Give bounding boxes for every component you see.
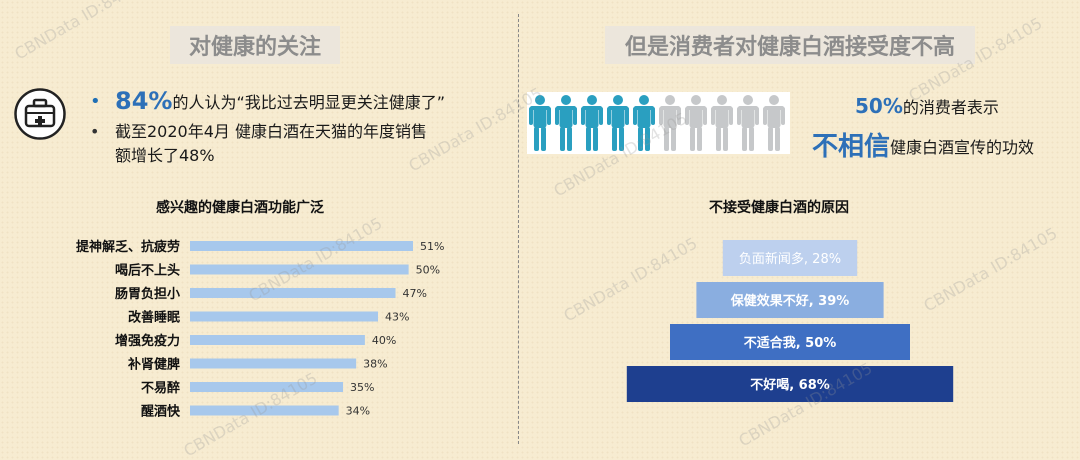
bar-category-label: 喝后不上头 (115, 263, 180, 279)
right-panel-title: 但是消费者对健康白酒接受度不高 (605, 26, 975, 64)
bar-value-label: 35% (350, 381, 374, 394)
callout-text-1: 的消费者表示 (902, 98, 999, 117)
funnel-level (670, 324, 910, 360)
finding-health-attention: • 84%的人认为“我比过去明显更关注健康了” (88, 86, 508, 118)
bar (190, 382, 344, 392)
bar (190, 264, 409, 275)
bar (190, 335, 365, 345)
bar-value-label: 43% (385, 311, 409, 324)
medical-kit-icon (14, 88, 66, 140)
person-icon (659, 95, 681, 151)
person-icon (633, 95, 655, 151)
bar (190, 311, 379, 322)
watermark-text: CBNData ID:84105 (11, 0, 152, 64)
bar-value-label: 34% (346, 405, 370, 418)
person-icon (737, 95, 759, 151)
people-pictograph (527, 92, 790, 154)
person-icon (711, 95, 733, 151)
bar-category-label: 提神解乏、抗疲劳 (76, 239, 180, 255)
finding-percentage: 84% (115, 87, 173, 115)
person-icon (555, 95, 577, 151)
bar-category-label: 补肾健脾 (127, 357, 180, 373)
bar (190, 405, 339, 416)
funnel-level (722, 240, 858, 276)
left-panel-title: 对健康的关注 (170, 26, 340, 64)
finding-text-line1: 截至2020年4月 健康白酒在天猫的年度销售 (115, 122, 427, 141)
bar (190, 241, 413, 251)
funnel-level (696, 282, 884, 318)
bullet-dot-icon: • (90, 91, 101, 112)
person-icon (607, 95, 629, 151)
bar-category-label: 改善睡眠 (128, 310, 180, 326)
funnel-level-label: 保健效果不好, 39% (730, 293, 850, 309)
person-icon (763, 95, 785, 151)
callout-line-2: 不相信健康白酒宣传的功效 (812, 126, 1034, 163)
person-icon (685, 95, 707, 151)
bar-value-label: 50% (416, 264, 440, 277)
finding-text-line2: 额增长了48% (115, 146, 215, 165)
finding-text: 的人认为“我比过去明显更关注健康了” (172, 93, 446, 112)
bar (190, 358, 357, 369)
funnel-chart-title: 不接受健康白酒的原因 (709, 200, 849, 216)
person-icon (581, 95, 603, 151)
funnel-level-label: 负面新闻多, 28% (739, 251, 841, 267)
functions-bar-chart: 提神解乏、抗疲劳 51% 喝后不上头 50% 肠胃负担小 47% 改善睡眠 43% 增强免疫力 4… (76, 239, 444, 420)
callout-text-2: 健康白酒宣传的功效 (890, 138, 1035, 157)
bar-category-label: 不易醉 (141, 380, 180, 396)
bar-category-label: 肠胃负担小 (115, 286, 180, 302)
bar (190, 288, 396, 298)
person-icon (529, 95, 551, 151)
bar-value-label: 51% (420, 240, 444, 253)
bar-value-label: 40% (372, 334, 396, 347)
bullet-dot-icon: • (90, 122, 100, 141)
key-findings-list: • 84%的人认为“我比过去明显更关注健康了” • 截至2020年4月 健康白酒… (88, 86, 508, 168)
bar-chart-title: 感兴趣的健康白酒功能广泛 (156, 200, 324, 216)
callout-emphasis: 不相信 (812, 132, 891, 162)
callout-line-1: 50%的消费者表示 (855, 94, 999, 118)
panel-divider (518, 14, 519, 444)
finding-sales-growth: • 截至2020年4月 健康白酒在天猫的年度销售 额增长了48% (88, 120, 508, 168)
funnel-level-label: 不好喝, 68% (750, 377, 830, 393)
funnel-level (626, 366, 954, 402)
bar-category-label: 增强免疫力 (115, 333, 180, 349)
bar-value-label: 38% (363, 358, 387, 371)
funnel-level-label: 不适合我, 50% (744, 335, 837, 351)
callout-percentage: 50% (855, 94, 903, 118)
reasons-funnel-chart: 负面新闻多, 28% 保健效果不好, 39% 不适合我, 50% 不好喝, 68% (626, 240, 954, 402)
bar-value-label: 47% (403, 287, 427, 300)
bar-category-label: 醒酒快 (141, 404, 181, 420)
